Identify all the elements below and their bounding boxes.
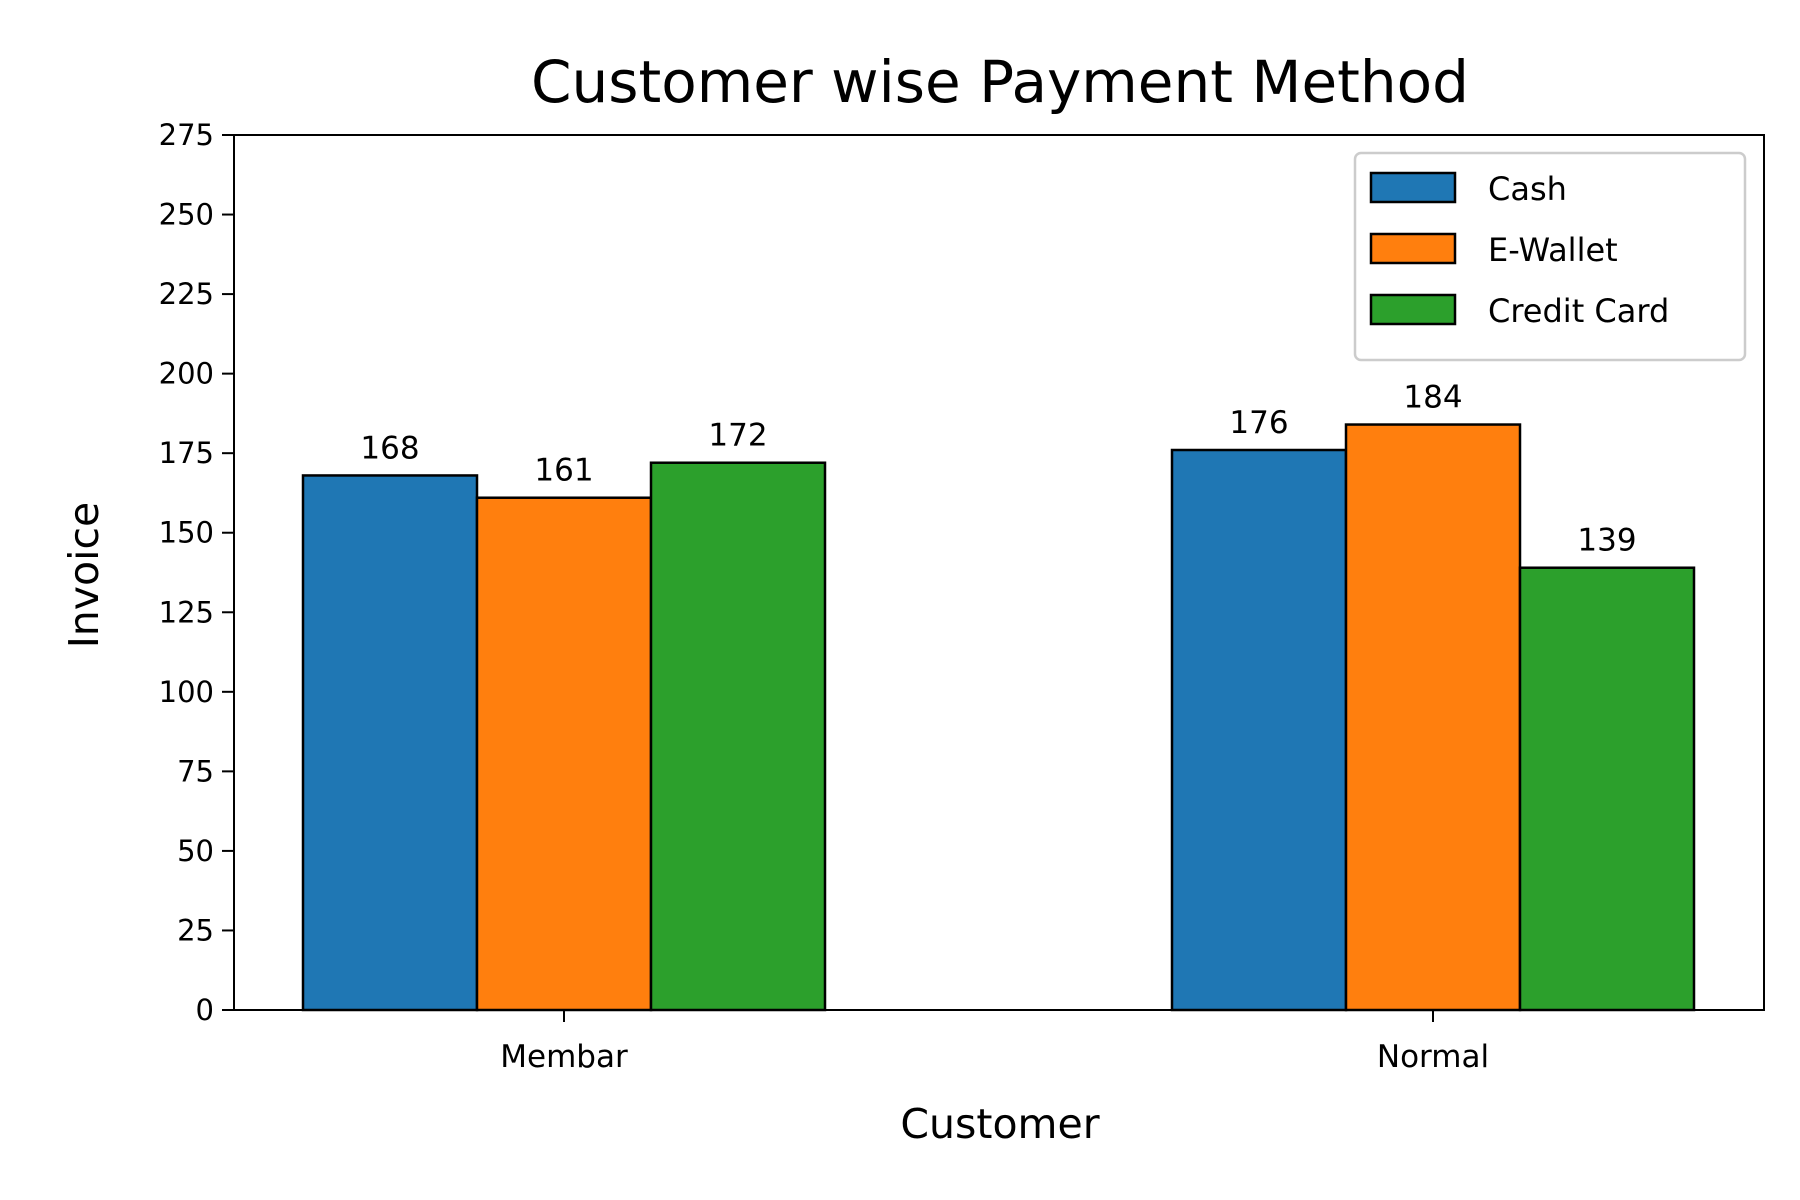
y-tick-label: 25 xyxy=(177,913,214,947)
legend-swatch-cash xyxy=(1369,171,1457,204)
legend: Cash E-Wallet Credit Card xyxy=(1353,151,1747,362)
bar-credit-card-membar xyxy=(649,461,827,1012)
y-tick-label: 100 xyxy=(159,675,214,709)
x-tick-label: Normal xyxy=(1377,1039,1489,1075)
plot-frame xyxy=(233,134,1765,1011)
legend-label: Credit Card xyxy=(1488,292,1669,330)
x-tick-label: Membar xyxy=(500,1039,628,1075)
y-tick-label: 200 xyxy=(159,357,214,391)
bar-e-wallet-membar xyxy=(475,496,653,1012)
bar-cash-normal xyxy=(1170,448,1348,1012)
x-axis-label: Customer xyxy=(900,1100,1099,1148)
x-axis: Membar Normal xyxy=(500,1010,1489,1075)
plot-area: 0 25 50 75 100 125 150 175 200 225 250 275 Membar No… xyxy=(159,118,1765,1075)
bar-credit-card-normal xyxy=(1518,566,1696,1012)
value-label: 172 xyxy=(708,418,767,454)
legend-swatch-e-wallet xyxy=(1369,232,1457,265)
value-label: 184 xyxy=(1403,380,1462,416)
y-axis: 0 25 50 75 100 125 150 175 200 225 250 275 xyxy=(159,118,234,1027)
bar-e-wallet-normal xyxy=(1344,423,1522,1012)
bars xyxy=(301,423,1696,1012)
bar-cash-membar xyxy=(301,474,479,1012)
value-label: 168 xyxy=(360,430,419,466)
legend-label: E-Wallet xyxy=(1488,231,1618,269)
value-label: 161 xyxy=(534,453,593,489)
y-tick-label: 250 xyxy=(159,198,214,232)
y-tick-label: 0 xyxy=(196,993,214,1027)
value-labels: 168 161 172 176 184 139 xyxy=(360,380,1636,559)
y-tick-label: 175 xyxy=(159,436,214,470)
y-tick-label: 275 xyxy=(159,118,214,152)
legend-label: Cash xyxy=(1488,170,1567,208)
value-label: 139 xyxy=(1577,523,1636,559)
y-tick-label: 50 xyxy=(177,834,214,868)
legend-swatch-credit-card xyxy=(1369,293,1457,326)
y-axis-label: Invoice xyxy=(60,502,108,649)
y-tick-label: 75 xyxy=(177,754,214,788)
chart-title: Customer wise Payment Method xyxy=(531,48,1469,116)
y-tick-label: 125 xyxy=(159,595,214,629)
value-label: 176 xyxy=(1229,405,1288,441)
y-tick-label: 150 xyxy=(159,516,214,550)
y-tick-label: 225 xyxy=(159,277,214,311)
